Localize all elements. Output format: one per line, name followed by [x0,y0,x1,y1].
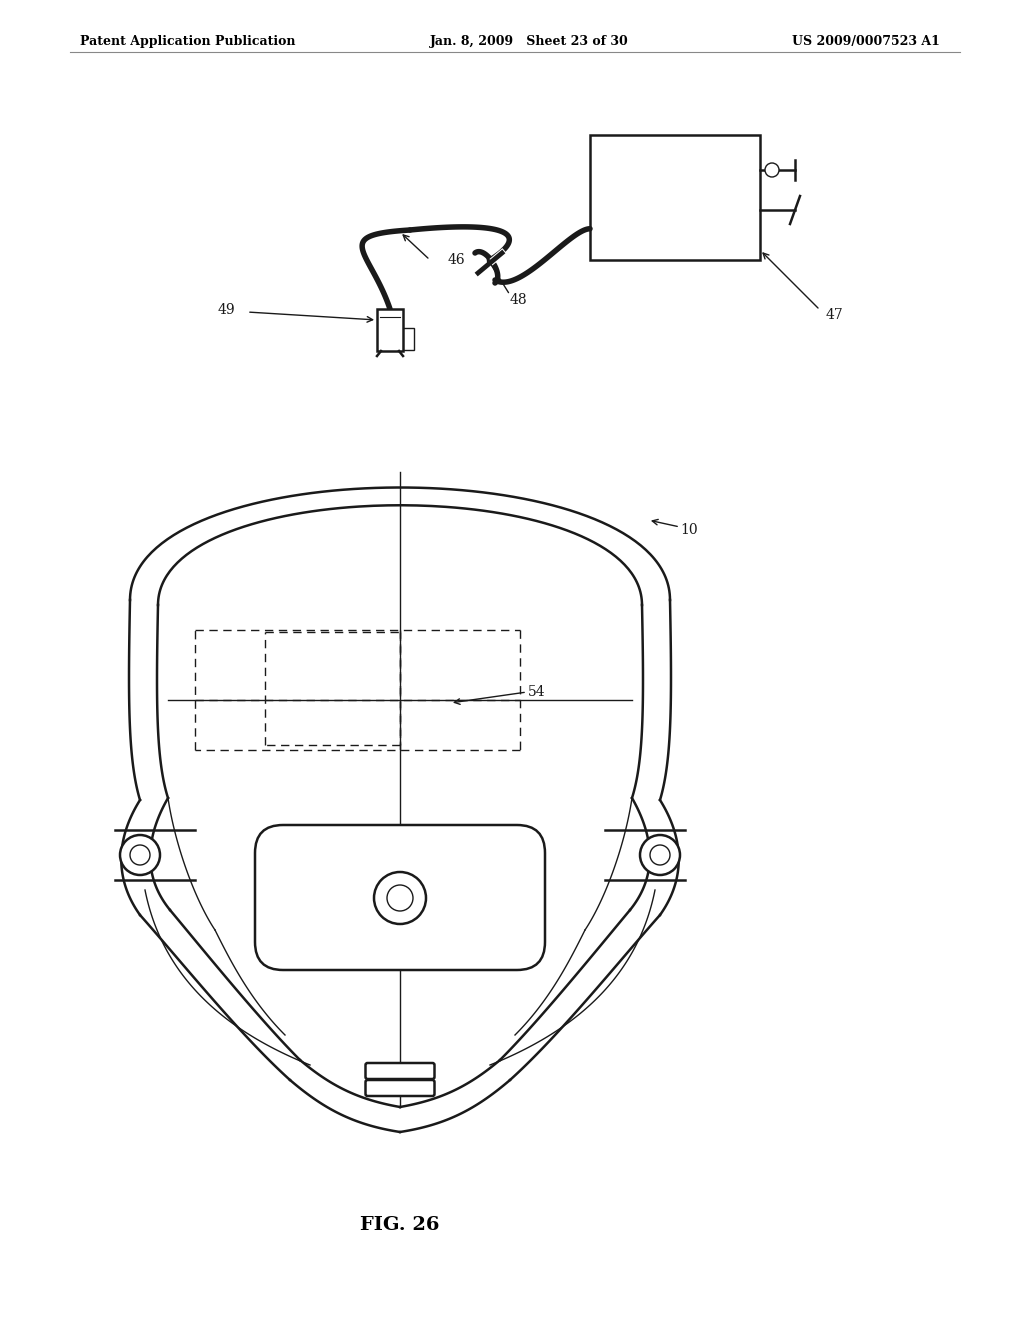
Text: 49: 49 [217,304,234,317]
Text: Jan. 8, 2009   Sheet 23 of 30: Jan. 8, 2009 Sheet 23 of 30 [430,36,629,48]
FancyBboxPatch shape [386,327,414,350]
Text: 46: 46 [449,253,466,267]
Circle shape [387,884,413,911]
Text: FIG. 26: FIG. 26 [360,1216,439,1234]
Text: 47: 47 [826,308,844,322]
Circle shape [374,873,426,924]
Circle shape [640,836,680,875]
FancyBboxPatch shape [255,825,545,970]
Text: 10: 10 [680,523,697,537]
Bar [590,135,760,260]
Text: Patent Application Publication: Patent Application Publication [80,36,296,48]
Text: 48: 48 [510,293,527,308]
FancyBboxPatch shape [366,1063,434,1078]
Circle shape [130,845,150,865]
Circle shape [765,162,779,177]
Text: US 2009/0007523 A1: US 2009/0007523 A1 [793,36,940,48]
Text: 54: 54 [528,685,546,700]
Circle shape [120,836,160,875]
FancyBboxPatch shape [366,1080,434,1096]
Circle shape [650,845,670,865]
FancyBboxPatch shape [377,309,403,351]
